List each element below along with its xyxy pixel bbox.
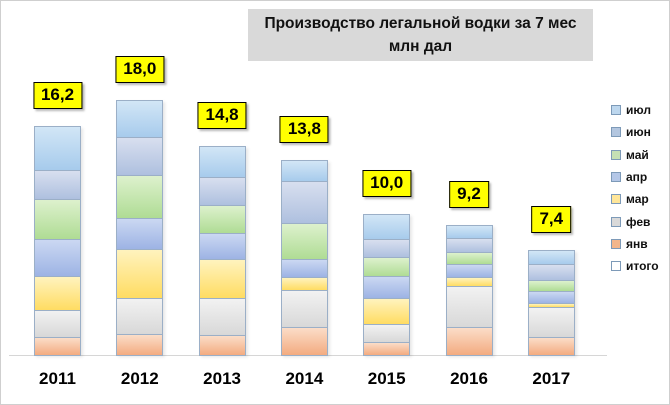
- bar-segment-jun-2013: [198, 176, 246, 207]
- x-axis-label-2015: 2015: [367, 369, 406, 388]
- bar-segment-jan-2016: [445, 326, 493, 356]
- bar-2016: [445, 224, 493, 356]
- legend-label-jan: янв: [626, 236, 648, 251]
- x-axis-label-2017: 2017: [532, 369, 571, 388]
- legend-item-mar: мар: [611, 188, 669, 210]
- legend-item-jan: янв: [611, 233, 669, 255]
- legend-label-may: май: [626, 147, 649, 162]
- bar-2017: [527, 250, 575, 356]
- bar-segment-jan-2017: [527, 336, 575, 356]
- bar-segment-jul-2015: [363, 213, 411, 240]
- bar-segment-mar-2012: [116, 248, 164, 300]
- legend-item-feb: фев: [611, 210, 669, 232]
- bar-segment-jul-2017: [527, 250, 575, 266]
- bar-segment-apr-2014: [280, 258, 328, 279]
- legend-item-jun: июн: [611, 121, 669, 143]
- legend-label-mar: мар: [626, 192, 649, 207]
- chart-legend: июл июн май апр мар фев янв итого: [611, 99, 669, 277]
- legend-swatch-apr: [611, 172, 621, 183]
- legend-label-total: итого: [626, 259, 659, 274]
- legend-swatch-jan: [611, 238, 621, 249]
- legend-item-jul: июл: [611, 99, 669, 121]
- bar-segment-jul-2013: [198, 145, 246, 178]
- bar-segment-feb-2012: [116, 298, 164, 335]
- bar-segment-apr-2013: [198, 233, 246, 260]
- legend-swatch-mar: [611, 194, 621, 205]
- legend-swatch-jul: [611, 105, 621, 116]
- legend-label-jul: июл: [626, 103, 651, 118]
- chart-title-line-2: млн дал: [388, 38, 453, 55]
- bar-segment-may-2012: [116, 175, 164, 219]
- bar-segment-may-2013: [198, 205, 246, 235]
- bar-segment-may-2015: [363, 257, 411, 277]
- bar-2011: [34, 125, 81, 356]
- bar-segment-jun-2017: [527, 264, 575, 282]
- legend-item-total: итого: [611, 255, 669, 277]
- bar-segment-apr-2016: [445, 264, 493, 279]
- bar-segment-jan-2012: [116, 333, 164, 356]
- bar-segment-jan-2015: [363, 342, 411, 356]
- x-axis-label-2014: 2014: [285, 369, 324, 388]
- bar-segment-apr-2017: [527, 291, 575, 304]
- bar-segment-jun-2014: [280, 180, 328, 225]
- bar-segment-jul-2014: [280, 159, 328, 182]
- total-label-2016: 9,2: [449, 180, 489, 208]
- bar-segment-feb-2017: [527, 306, 575, 338]
- total-label-2013: 14,8: [197, 101, 247, 129]
- bar-segment-may-2017: [527, 280, 575, 293]
- legend-item-may: май: [611, 144, 669, 166]
- bar-segment-jul-2012: [116, 100, 164, 139]
- bar-segment-jun-2016: [445, 237, 493, 253]
- bar-segment-mar-2016: [445, 277, 493, 287]
- legend-item-apr: апр: [611, 166, 669, 188]
- bar-segment-jan-2011: [34, 336, 81, 356]
- bar-segment-jan-2014: [280, 326, 328, 356]
- bar-segment-apr-2015: [363, 275, 411, 300]
- bar-segment-jan-2013: [198, 335, 246, 356]
- bar-2015: [363, 213, 411, 356]
- total-label-2012: 18,0: [115, 56, 165, 84]
- bar-segment-mar-2014: [280, 277, 328, 291]
- x-axis-label-2012: 2012: [120, 369, 159, 388]
- x-axis-label-2016: 2016: [450, 369, 488, 388]
- legend-swatch-may: [611, 149, 621, 160]
- chart-title-box: Производство легальной водки за 7 мес мл…: [248, 9, 593, 61]
- bar-segment-jun-2015: [363, 238, 411, 259]
- bar-2014: [280, 159, 328, 356]
- bar-segment-feb-2013: [198, 298, 246, 337]
- total-label-2015: 10,0: [362, 169, 412, 197]
- bar-segment-feb-2015: [363, 323, 411, 344]
- bar-segment-mar-2013: [198, 258, 246, 300]
- total-label-2017: 7,4: [531, 206, 572, 234]
- legend-swatch-feb: [611, 216, 621, 227]
- legend-swatch-jun: [611, 127, 621, 138]
- bar-segment-may-2011: [34, 199, 81, 240]
- total-label-2011: 16,2: [32, 81, 83, 109]
- legend-label-apr: апр: [626, 170, 648, 185]
- bar-segment-feb-2011: [34, 309, 81, 338]
- x-axis-label-2013: 2013: [203, 369, 242, 388]
- bar-2013: [198, 145, 246, 356]
- bar-segment-may-2016: [445, 251, 493, 266]
- legend-label-feb: фев: [626, 214, 651, 229]
- bar-segment-jul-2016: [445, 224, 493, 239]
- legend-swatch-total: [611, 261, 621, 272]
- bar-segment-apr-2012: [116, 217, 164, 250]
- bar-2012: [116, 100, 164, 356]
- bar-segment-mar-2015: [363, 298, 411, 325]
- legend-label-jun: июн: [626, 125, 651, 140]
- bar-segment-jun-2011: [34, 169, 81, 201]
- bar-segment-mar-2011: [34, 275, 81, 311]
- bar-segment-apr-2011: [34, 238, 81, 277]
- x-axis-label-2011: 2011: [39, 369, 76, 388]
- chart-title-line-1: Производство легальной водки за 7 мес: [264, 15, 577, 32]
- total-label-2014: 13,8: [279, 115, 329, 143]
- bar-segment-feb-2016: [445, 285, 493, 328]
- bar-segment-feb-2014: [280, 289, 328, 328]
- bar-segment-jun-2012: [116, 137, 164, 177]
- bar-segment-jul-2011: [34, 125, 81, 171]
- bar-segment-may-2014: [280, 223, 328, 260]
